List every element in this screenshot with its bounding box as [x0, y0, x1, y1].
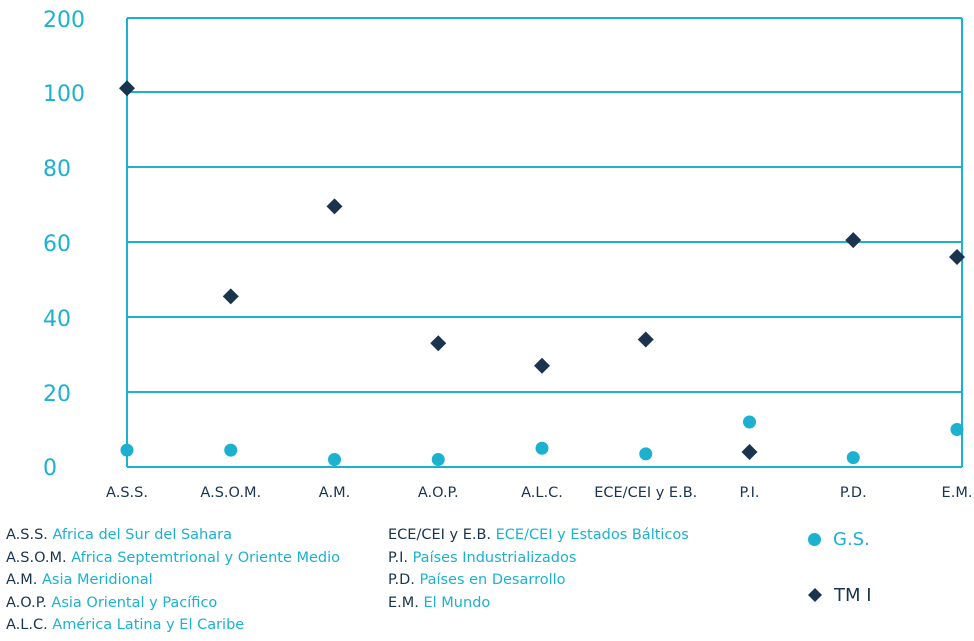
data-point-tmi	[741, 444, 758, 460]
data-point-tmi	[949, 249, 965, 265]
y-tick-label: 60	[43, 232, 71, 257]
data-point-gs	[328, 453, 341, 466]
abbreviation-row: A.S.O.M. Africa Septemtrional y Oriente …	[6, 547, 340, 570]
abbreviation-row: ECE/CEI y E.B. ECE/CEI y Estados Báltico…	[388, 524, 689, 547]
circle-marker-icon	[808, 532, 821, 546]
legend-item-tmi: TM I	[808, 582, 872, 608]
x-tick-label: A.O.P.	[418, 485, 459, 501]
series-legend: G.S. TM I	[808, 526, 872, 638]
abbreviation-row: P.D. Países en Desarrollo	[388, 569, 689, 592]
abbreviation-code: P.D.	[388, 572, 415, 588]
x-tick-label: A.S.S.	[106, 485, 148, 501]
x-tick-label: A.M.	[319, 485, 350, 501]
y-tick-label: 20	[43, 382, 71, 407]
abbreviation-name: El Mundo	[418, 594, 491, 611]
y-tick-label: 100	[43, 82, 85, 107]
data-point-gs	[846, 451, 860, 465]
abbreviation-name: Países en Desarrollo	[414, 572, 566, 588]
data-point-gs	[950, 423, 964, 436]
x-tick-label: ECE/CEI y E.B.	[594, 485, 697, 501]
y-tick-label: 40	[43, 307, 71, 332]
legend-label-tmi: TM I	[834, 584, 872, 606]
abbreviation-name: Africa del Sur del Sahara	[47, 527, 232, 543]
x-tick-label: E.M.	[942, 485, 973, 501]
chart-gridlines	[126, 17, 963, 468]
data-point-tmi	[534, 357, 550, 374]
series-gs	[120, 415, 964, 466]
y-tick-label: 0	[43, 456, 57, 481]
abbreviation-code: A.S.O.M.	[6, 549, 67, 566]
data-point-gs	[120, 443, 134, 457]
data-point-gs	[224, 443, 238, 457]
data-point-tmi	[845, 232, 862, 249]
data-point-tmi	[222, 288, 239, 305]
data-point-tmi	[637, 331, 654, 348]
abbreviation-row: A.S.S. Africa del Sur del Sahara	[6, 524, 340, 547]
abbreviation-code: P.I.	[388, 549, 408, 566]
abbreviation-name: ECE/CEI y Estados Bálticos	[491, 527, 689, 543]
abbreviation-name: Asia Meridional	[37, 572, 153, 588]
abbreviation-code: A.L.C.	[6, 617, 48, 633]
x-tick-label: P.I.	[740, 485, 760, 501]
data-point-gs	[431, 453, 445, 466]
data-point-tmi	[430, 335, 447, 352]
abbreviation-name: Africa Septemtrional y Oriente Medio	[66, 549, 341, 566]
y-tick-label: 80	[43, 157, 71, 182]
data-point-gs	[743, 415, 756, 429]
abbreviation-code: A.S.S.	[6, 527, 48, 543]
y-axis-ticks: 0 20 40 60 80 100 200	[43, 8, 85, 481]
diamond-marker-icon	[808, 588, 822, 602]
abbreviation-row: E.M. El Mundo	[388, 592, 689, 615]
data-point-tmi	[326, 198, 343, 215]
data-point-tmi	[119, 80, 135, 97]
abbreviation-code: E.M.	[388, 594, 419, 611]
abbreviation-row: A.L.C. América Latina y El Caribe	[6, 614, 340, 637]
legend-item-gs: G.S.	[808, 526, 872, 552]
abbreviation-code: A.O.P.	[6, 594, 47, 611]
data-point-gs	[535, 441, 549, 455]
legend-label-gs: G.S.	[833, 528, 870, 550]
abbreviation-code: ECE/CEI y E.B.	[388, 527, 492, 543]
abbreviation-legend-right: ECE/CEI y E.B. ECE/CEI y Estados Báltico…	[388, 524, 689, 614]
abbreviation-code: A.M.	[6, 572, 38, 588]
abbreviation-legend-left: A.S.S. Africa del Sur del Sahara A.S.O.M.…	[6, 524, 340, 637]
abbreviation-name: Asia Oriental y Pacífico	[46, 594, 218, 611]
abbreviation-name: América Latina y El Caribe	[47, 617, 245, 633]
y-tick-label: 200	[43, 8, 85, 33]
abbreviation-name: Países Industrializados	[407, 549, 577, 566]
x-axis-ticks: A.S.S. A.S.O.M. A.M. A.O.P. A.L.C. ECE/CEI y …	[106, 485, 972, 501]
x-tick-label: A.L.C.	[521, 485, 563, 501]
data-point-gs	[639, 447, 653, 461]
series-tmi	[119, 80, 965, 460]
abbreviation-row: A.O.P. Asia Oriental y Pacífico	[6, 592, 340, 615]
abbreviation-row: P.I. Países Industrializados	[388, 547, 689, 570]
x-tick-label: A.S.O.M.	[200, 485, 261, 501]
x-tick-label: P.D.	[840, 485, 867, 501]
abbreviation-row: A.M. Asia Meridional	[6, 569, 340, 592]
